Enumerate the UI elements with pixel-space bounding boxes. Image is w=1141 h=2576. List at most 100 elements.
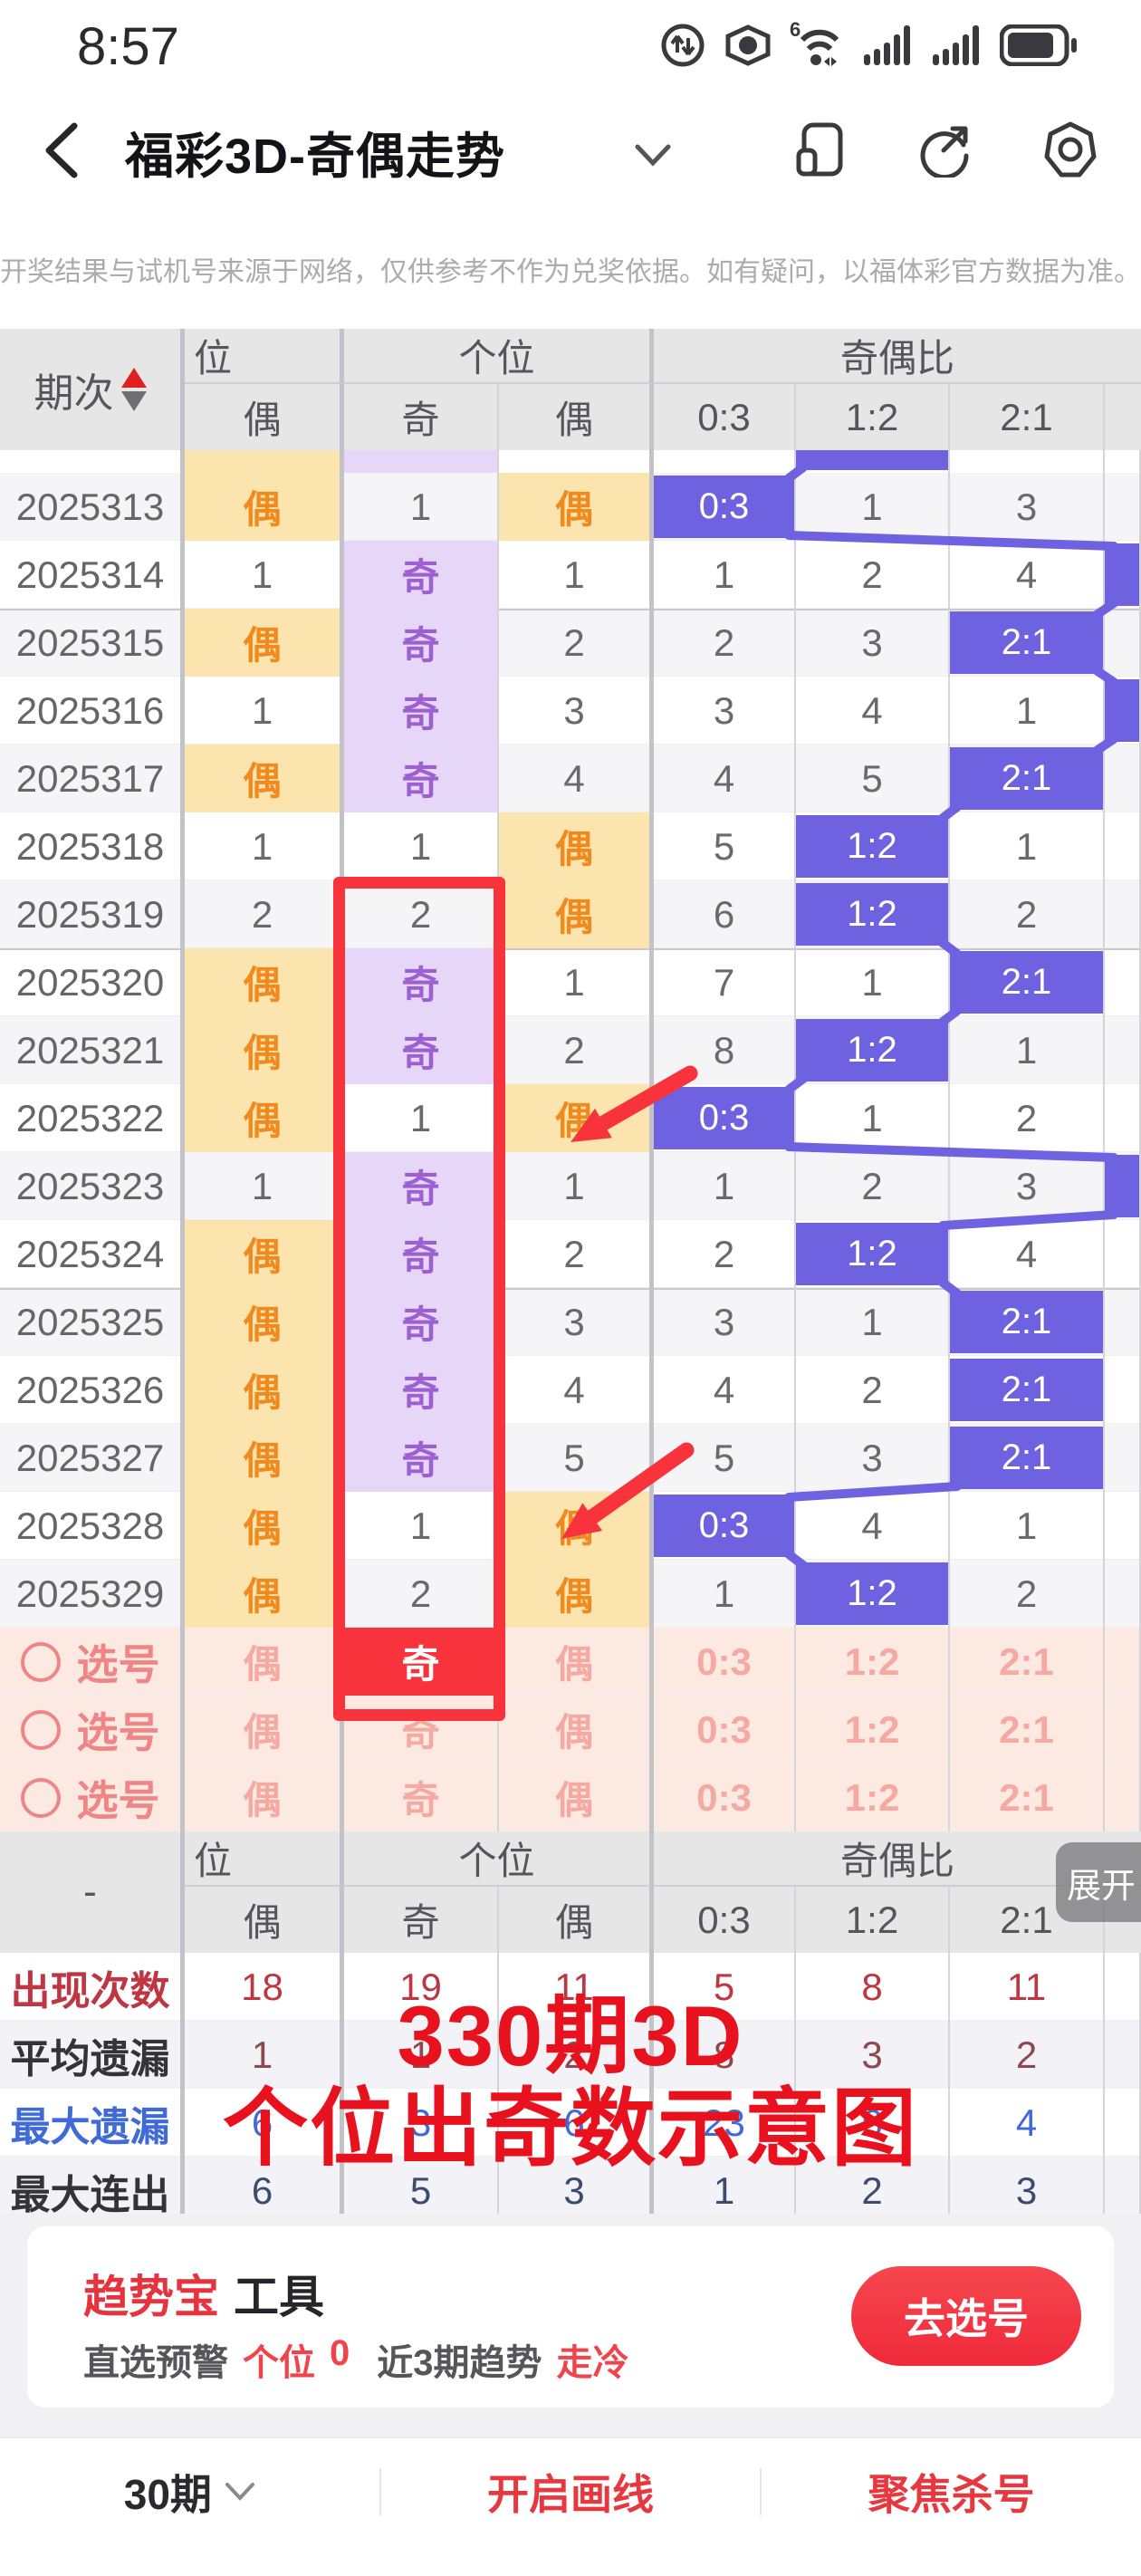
subcolumn-header[interactable]: 0:3 <box>654 1887 796 1953</box>
back-icon[interactable] <box>40 120 82 180</box>
select-cell[interactable]: 奇 <box>344 1628 499 1696</box>
summary-value: 6 <box>185 2157 344 2225</box>
select-cell[interactable]: 2:1 <box>950 1628 1105 1696</box>
select-cell[interactable]: 偶 <box>185 1764 344 1831</box>
select-cell[interactable]: 2:1 <box>950 1696 1105 1764</box>
footer-divider <box>379 2468 381 2515</box>
summary-value: 3 <box>950 2157 1105 2225</box>
subcolumn-header[interactable]: 偶 <box>185 384 344 450</box>
value-cell: 奇 <box>344 541 499 609</box>
summary-value: 11 <box>950 1953 1105 2021</box>
value-cell: 1 <box>796 473 950 541</box>
summary-row: 平均遗漏 1 1 2 8 3 2 <box>0 2021 1141 2089</box>
value-cell: 2 <box>796 541 950 609</box>
annotation-box <box>333 877 505 1721</box>
summary-row: 最大遗漏 6 3 6 23 6 4 <box>0 2089 1141 2157</box>
subcolumn-header[interactable]: 偶 <box>185 1887 344 1953</box>
title-dropdown-icon[interactable] <box>634 143 672 168</box>
select-circle-icon[interactable] <box>20 1709 61 1750</box>
page-title: 福彩3D-奇偶走势 <box>125 130 506 184</box>
table-row: 2025313 偶 1 偶 0:3 1 3 <box>0 473 1141 541</box>
subcolumn-header[interactable]: 1:2 <box>796 1887 950 1953</box>
select-cell[interactable]: 偶 <box>499 1696 654 1764</box>
value-cell: 1 <box>950 1016 1105 1084</box>
value-cell: 3 <box>654 1288 796 1356</box>
value-cell: 1 <box>499 541 654 609</box>
table-row: 2025323 1 奇 1 1 2 3 <box>0 1152 1141 1220</box>
select-cell[interactable]: 1:2 <box>796 1628 950 1696</box>
value-cell: 0:3 <box>654 1492 796 1560</box>
select-cell[interactable]: 0:3 <box>654 1628 796 1696</box>
period-cell: 2025319 <box>0 880 185 948</box>
summary-group-ratio: 奇偶比 <box>654 1831 1141 1887</box>
value-cell: 4 <box>950 541 1105 609</box>
subcolumn-header[interactable]: 1:2 <box>796 384 950 450</box>
periods-selector[interactable]: 30期 <box>0 2462 379 2522</box>
select-cell[interactable]: 偶 <box>185 1628 344 1696</box>
summary-value: 1 <box>654 2157 796 2225</box>
summary-value: 8 <box>796 1953 950 2021</box>
share-icon[interactable] <box>916 121 973 178</box>
multiwindow-icon[interactable] <box>795 120 846 179</box>
table-row: 2025316 1 奇 3 3 4 1 <box>0 677 1141 745</box>
value-cell: 2 <box>950 880 1105 948</box>
sort-icon <box>120 368 147 411</box>
value-cell: 偶 <box>185 1424 344 1492</box>
subcolumn-header[interactable]: 奇 <box>344 384 499 450</box>
select-row[interactable]: 选号偶奇偶 0:3 1:2 2:1 <box>0 1764 1141 1831</box>
value-cell: 奇 <box>344 609 499 677</box>
summary-table: - 位 个位 奇偶比 偶奇偶 0:3 1:2 2:1 出现次数 18 19 11 5 8 11 平均… <box>0 1831 1141 2225</box>
warn-position: 个位 <box>243 2343 315 2383</box>
select-row[interactable]: 选号偶奇偶 0:3 1:2 2:1 <box>0 1696 1141 1764</box>
select-cell[interactable]: 奇 <box>344 1764 499 1831</box>
nav-actions <box>795 91 1098 208</box>
expand-button[interactable]: 展开 <box>1056 1842 1141 1922</box>
select-cell[interactable]: 0:3 <box>654 1696 796 1764</box>
select-cell[interactable]: 0:3 <box>654 1764 796 1831</box>
summary-value: 2 <box>499 2021 654 2089</box>
select-circle-icon[interactable] <box>20 1641 61 1682</box>
summary-value: 6 <box>185 2089 344 2157</box>
select-cell[interactable]: 偶 <box>499 1764 654 1831</box>
select-cell[interactable]: 2:1 <box>950 1764 1105 1831</box>
value-cell: 4 <box>499 745 654 812</box>
select-cell[interactable]: 偶 <box>185 1696 344 1764</box>
period-cell: 2025316 <box>0 677 185 745</box>
select-circle-icon[interactable] <box>20 1777 61 1818</box>
settings-icon[interactable] <box>1043 120 1098 178</box>
chevron-down-icon <box>225 2483 254 2501</box>
value-cell: 2:1 <box>950 1356 1105 1424</box>
value-cell: 偶 <box>185 609 344 677</box>
subcolumn-header[interactable]: 偶 <box>499 384 654 450</box>
value-cell: 1 <box>796 1288 950 1356</box>
value-cell: 奇 <box>344 1424 499 1492</box>
subcolumn-header[interactable]: 奇 <box>344 1887 499 1953</box>
eye-icon <box>725 24 771 66</box>
sort-desc-icon <box>120 391 147 411</box>
value-cell: 2 <box>499 1220 654 1288</box>
draw-line-button[interactable]: 开启画线 <box>487 2471 654 2518</box>
select-label: 选号 <box>76 1640 160 1688</box>
go-select-button[interactable]: 去选号 <box>851 2266 1081 2366</box>
select-cell[interactable]: 1:2 <box>796 1696 950 1764</box>
bottom-toolbar: 30期 开启画线 聚焦杀号 <box>0 2437 1141 2576</box>
period-cell: 2025314 <box>0 541 185 609</box>
summary-row: 出现次数 18 19 11 5 8 11 <box>0 1953 1141 2021</box>
subcolumn-header[interactable]: 偶 <box>499 1887 654 1953</box>
select-row[interactable]: 选号偶奇偶 0:3 1:2 2:1 <box>0 1628 1141 1696</box>
value-cell: 奇 <box>344 1356 499 1424</box>
column-header-period[interactable]: 期次 <box>0 329 185 450</box>
value-cell: 8 <box>654 1016 796 1084</box>
summary-value: 18 <box>185 1953 344 2021</box>
value-cell: 偶 <box>185 473 344 541</box>
period-cell: 2025323 <box>0 1152 185 1220</box>
table-row: 2025319 2 2 偶 6 1:2 2 <box>0 880 1141 948</box>
select-cell[interactable]: 偶 <box>499 1628 654 1696</box>
subcolumn-header[interactable]: 2:1 <box>950 384 1105 450</box>
focus-kill-button[interactable]: 聚焦杀号 <box>868 2471 1035 2518</box>
select-cell[interactable]: 1:2 <box>796 1764 950 1831</box>
value-cell: 偶 <box>499 880 654 948</box>
subcolumn-header[interactable]: 0:3 <box>654 384 796 450</box>
tool-suffix: 工具 <box>234 2272 324 2322</box>
select-label: 选号 <box>76 1776 160 1824</box>
